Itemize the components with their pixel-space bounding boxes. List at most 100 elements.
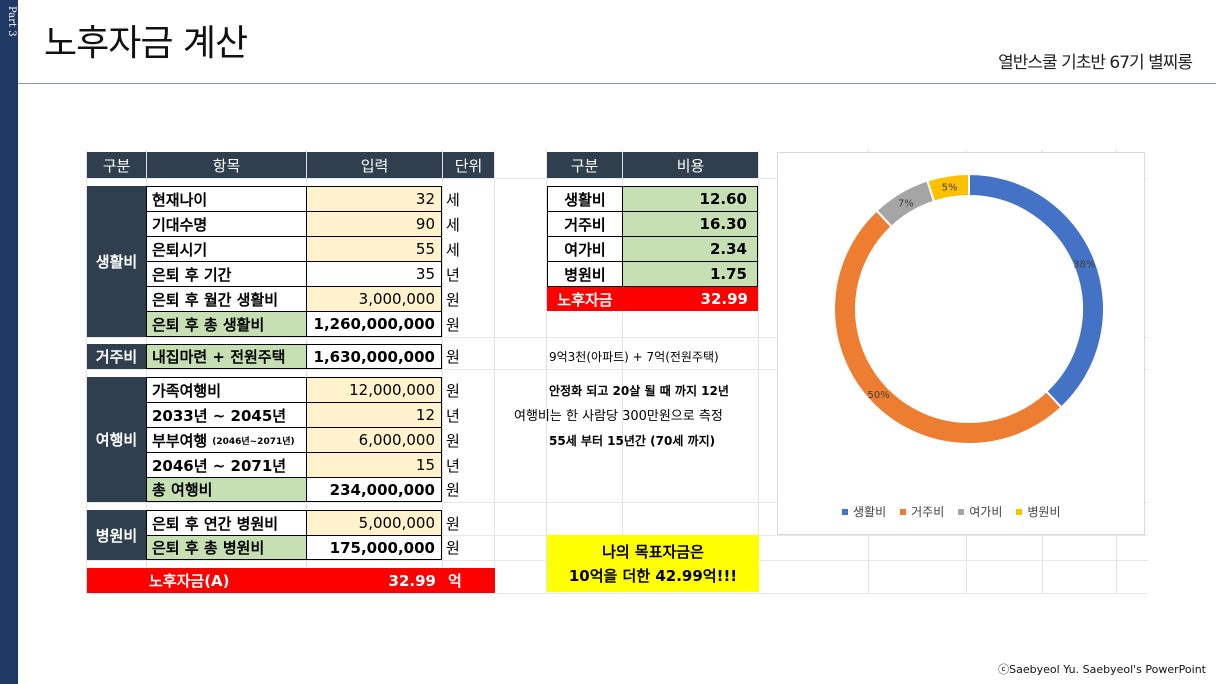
input-couple-trip[interactable]: 6,000,000 [307,427,442,453]
legend-label-2: 여가비 [969,505,1003,519]
item-total-travel: 총 여행비 [146,477,307,502]
donut-slice-3 [926,172,970,203]
input-current-age[interactable]: 32 [307,186,442,212]
donut-label-3: 5% [942,183,958,194]
note-housing: 9억3천(아파트) + 7억(전원주택) [549,350,719,364]
donut-slice-0 [968,172,1105,409]
unit-couple-trip-years: 년 [446,456,460,475]
unit-life-expectancy: 세 [446,215,460,234]
donut-label-0: 38% [1073,259,1095,270]
item-couple-trip-label: 부부여행 [152,431,208,450]
legend-item-1: 거주비 [900,503,944,520]
note-family-trip: 안정화 되고 20살 될 때 까지 12년 [549,384,729,398]
summary-label-hospital: 병원비 [547,261,623,287]
unit-family-trip: 원 [446,381,460,400]
unit-monthly-living: 원 [446,290,460,309]
input-retirement-period: 35 [307,261,442,287]
summary-total-value: 32.99 [623,287,758,311]
item-life-expectancy: 기대수명 [146,211,307,237]
item-housing: 내집마련 + 전원주택 [146,344,307,369]
title-divider [18,83,1216,84]
unit-annual-hospital: 원 [446,514,460,533]
summary-value-hospital: 1.75 [623,261,758,287]
item-annual-hospital: 은퇴 후 연간 병원비 [146,510,307,536]
legend-swatch-3 [1016,508,1023,515]
note-trip-cost: 여행비는 한 사람당 300만원으로 측정 [514,409,723,424]
summary-label-living: 생활비 [547,186,623,212]
summary-value-housing: 16.30 [623,211,758,237]
slide-subtitle: 열반스쿨 기초반 67기 별찌롱 [998,53,1193,73]
category-hospital: 병원비 [87,510,146,560]
summary-value-living: 12.60 [623,186,758,212]
input-monthly-living[interactable]: 3,000,000 [307,286,442,312]
header-category: 구분 [87,152,146,178]
unit-total-travel: 원 [446,481,460,499]
category-housing: 거주비 [87,344,146,369]
header-item: 항목 [147,152,306,178]
item-retirement-period: 은퇴 후 기간 [146,261,307,287]
legend-swatch-0 [842,508,848,515]
legend-label-1: 거주비 [911,505,945,519]
unit-retirement-age: 세 [446,240,460,259]
part-tag: Part 3 [6,6,17,37]
donut-slice-1 [833,209,1063,445]
legend-swatch-2 [958,508,965,515]
unit-total-living: 원 [446,315,460,334]
unit-couple-trip: 원 [446,431,460,450]
summary-label-housing: 거주비 [547,211,623,237]
value-total-hospital: 175,000,000 [307,535,442,560]
summary-header-category: 구분 [547,152,622,178]
summary-value-leisure: 2.34 [623,236,758,262]
item-current-age: 현재나이 [146,186,307,212]
unit-retirement-period: 년 [446,265,460,284]
input-life-expectancy[interactable]: 90 [307,211,442,237]
legend-label-0: 생활비 [853,505,887,519]
goal-line-2: 10억을 더한 42.99억!!! [568,566,738,585]
legend-item-2: 여가비 [958,503,1002,520]
summary-total-label: 노후자금 [547,287,623,311]
donut-label-2: 7% [898,198,914,209]
unit-current-age: 세 [446,190,460,209]
item-family-trip-years: 2033년 ~ 2045년 [146,402,307,428]
goal-line-1: 나의 목표자금은 [602,542,704,561]
item-couple-trip-years: 2046년 ~ 2071년 [146,452,307,478]
item-total-living: 은퇴 후 총 생활비 [146,311,307,337]
unit-total-hospital: 원 [446,539,460,557]
input-retirement-age[interactable]: 55 [307,236,442,262]
item-couple-trip-period: (2046년~2071년) [212,436,295,447]
donut-chart: 38% 50% 7% 5% [833,172,1105,445]
value-total-living: 1,260,000,000 [307,311,442,337]
input-family-trip-years[interactable]: 12 [307,402,442,428]
header-unit: 단위 [443,152,494,178]
unit-housing: 원 [446,348,460,366]
total-a-value: 32.99 [388,571,436,590]
legend-label-3: 병원비 [1027,505,1061,519]
item-retirement-age: 은퇴시기 [146,236,307,262]
donut-label-1: 50% [867,390,889,401]
category-travel: 여행비 [87,377,146,502]
input-annual-hospital[interactable]: 5,000,000 [307,510,442,536]
total-a-unit: 억 [448,572,462,590]
legend-swatch-1 [900,508,907,515]
header-input: 입력 [307,152,442,178]
goal-callout: 나의 목표자금은 10억을 더한 42.99억!!! [547,535,759,592]
item-monthly-living: 은퇴 후 월간 생활비 [146,286,307,312]
copyright-footer: ⓒSaebyeol Yu. Saebyeol's PowerPoint [998,663,1206,676]
summary-header-cost: 비용 [623,152,758,178]
input-family-trip[interactable]: 12,000,000 [307,377,442,403]
note-couple-trip: 55세 부터 15년간 (70세 까지) [549,434,716,448]
summary-label-leisure: 여가비 [547,236,623,262]
value-housing: 1,630,000,000 [307,344,442,369]
sidebar-strip [0,0,18,684]
chart-legend: 생활비 거주비 여가비 병원비 [842,503,1061,520]
item-couple-trip: 부부여행 (2046년~2071년) [146,427,307,453]
item-total-hospital: 은퇴 후 총 병원비 [146,535,307,560]
legend-item-3: 병원비 [1016,503,1061,520]
total-a-label: 노후자금(A) [149,572,230,590]
unit-family-trip-years: 년 [446,406,460,425]
input-couple-trip-years[interactable]: 15 [307,452,442,478]
slide-title: 노후자금 계산 [44,23,248,64]
category-living: 생활비 [87,186,146,337]
item-family-trip: 가족여행비 [146,377,307,403]
value-total-travel: 234,000,000 [307,477,442,502]
